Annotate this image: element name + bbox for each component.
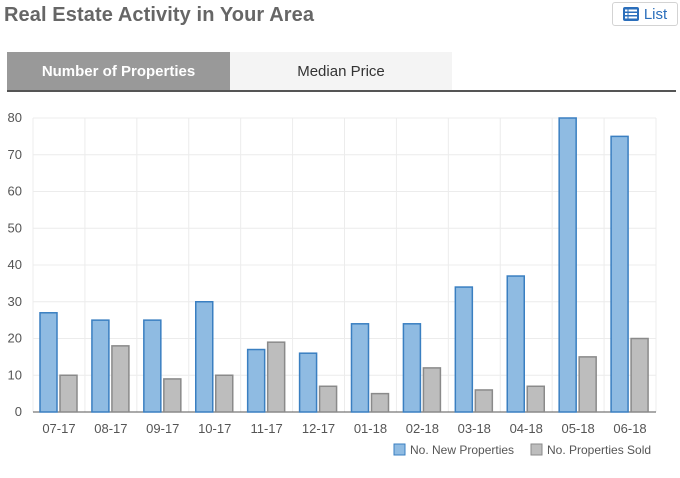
x-tick-label: 05-18 — [562, 421, 595, 436]
activity-bar-chart: 0 10 20 30 40 50 60 70 80 07-17 08-17 09-17 10-17 11-… — [8, 110, 657, 457]
list-icon — [622, 7, 639, 21]
bar-new-properties — [610, 135, 629, 413]
y-tick-label: 20 — [8, 331, 22, 346]
x-tick-label: 06-18 — [613, 421, 646, 436]
legend-label-properties-sold: No. Properties Sold — [547, 443, 651, 457]
tab-median-price[interactable]: Median Price — [230, 52, 452, 90]
bar-new-properties — [91, 319, 110, 413]
x-tick-label: 09-17 — [146, 421, 179, 436]
bar-new-properties — [143, 319, 162, 413]
bar-new-properties — [350, 323, 370, 413]
tab-number-of-properties[interactable]: Number of Properties — [7, 52, 230, 90]
bar-properties-sold — [318, 385, 338, 413]
x-tick-label: 12-17 — [302, 421, 335, 436]
x-tick-label: 04-18 — [510, 421, 543, 436]
bar-properties-sold — [215, 374, 234, 413]
bar-new-properties — [402, 323, 422, 413]
x-tick-label: 01-18 — [354, 421, 387, 436]
bar-new-properties — [298, 352, 318, 413]
bar-new-properties — [558, 117, 577, 413]
bar-new-properties — [39, 312, 58, 413]
bar-new-properties — [195, 301, 214, 413]
x-tick-label: 10-17 — [198, 421, 231, 436]
y-tick-label: 0 — [15, 404, 22, 419]
y-tick-label: 70 — [8, 147, 22, 162]
bar-properties-sold — [163, 378, 182, 413]
bar-properties-sold — [630, 337, 649, 413]
y-tick-label: 80 — [8, 110, 22, 125]
legend-label-new-properties: No. New Properties — [410, 443, 514, 457]
bar-new-properties — [506, 275, 525, 413]
y-tick-label: 30 — [8, 294, 22, 309]
legend-swatch-properties-sold — [530, 443, 543, 456]
bar-properties-sold — [578, 356, 597, 413]
x-tick-label: 02-18 — [406, 421, 439, 436]
x-tick-label: 11-17 — [250, 421, 282, 436]
bar-properties-sold — [422, 367, 442, 413]
y-tick-label: 50 — [8, 220, 22, 235]
bar-properties-sold — [526, 385, 545, 413]
chart-tabs: Number of Properties Median Price — [7, 52, 676, 92]
bar-properties-sold — [111, 345, 130, 413]
x-tick-label: 07-17 — [42, 421, 75, 436]
bar-properties-sold — [370, 392, 390, 413]
y-tick-label: 10 — [8, 367, 22, 382]
bar-properties-sold — [59, 374, 78, 413]
page-title: Real Estate Activity in Your Area — [4, 4, 315, 26]
legend-swatch-new-properties — [393, 443, 406, 456]
y-tick-label: 40 — [8, 257, 22, 272]
list-view-button[interactable]: List — [612, 2, 678, 26]
x-tick-label: 08-17 — [94, 421, 127, 436]
bar-new-properties — [246, 348, 266, 413]
bar-new-properties — [454, 286, 474, 413]
list-button-label: List — [643, 5, 668, 23]
bar-properties-sold — [474, 389, 494, 413]
y-tick-label: 60 — [8, 184, 22, 199]
bar-properties-sold — [266, 341, 286, 413]
x-tick-label: 03-18 — [458, 421, 491, 436]
